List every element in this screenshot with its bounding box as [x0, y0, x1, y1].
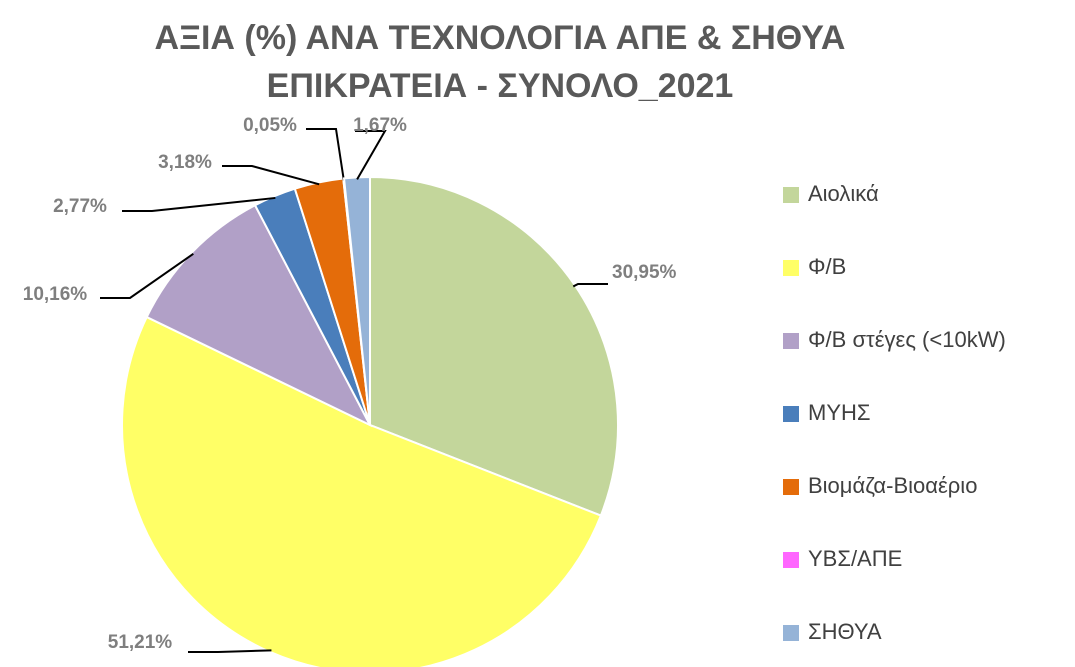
chart-title: ΑΞΙΑ (%) ΑΝΑ ΤΕΧΝΟΛΟΓΙΑ ΑΠΕ & ΣΗΘΥΑ — [155, 19, 846, 57]
legend-swatch — [783, 406, 799, 422]
legend-label: ΣΗΘΥΑ — [808, 619, 882, 644]
leader-line — [572, 283, 608, 288]
legend-swatch — [783, 333, 799, 349]
legend-label: ΥΒΣ/ΑΠΕ — [808, 546, 902, 571]
data-label: 1,67% — [353, 115, 407, 136]
pie-slice — [342, 175, 371, 426]
data-label: 10,16% — [23, 284, 88, 305]
leader-line — [100, 252, 194, 299]
pie-slice — [145, 203, 373, 428]
data-label: 3,18% — [158, 152, 212, 173]
leader-line — [306, 128, 345, 181]
leader-line — [122, 196, 276, 212]
data-label: 0,05% — [243, 115, 297, 136]
legend-label: ΜΥΗΣ — [808, 400, 871, 425]
legend-label: Αιολικά — [808, 181, 879, 206]
legend-swatch — [783, 552, 799, 568]
legend-label: Φ/Β στέγες (<10kW) — [808, 327, 1006, 352]
legend-swatch — [783, 625, 799, 641]
legend-swatch — [783, 187, 799, 203]
data-label: 51,21% — [108, 632, 173, 653]
pie-slice — [121, 315, 603, 667]
leader-line — [355, 130, 387, 180]
legend-label: Βιομάζα-Βιοαέριο — [808, 473, 977, 498]
legend-label: Φ/Β — [808, 254, 846, 279]
legend-swatch — [783, 260, 799, 276]
legend-swatch — [783, 479, 799, 495]
leader-line — [222, 165, 320, 186]
leader-line — [188, 649, 272, 653]
data-label: 30,95% — [612, 262, 677, 283]
data-label: 2,77% — [53, 196, 107, 217]
chart-title: ΕΠΙΚΡΑΤΕΙΑ - ΣΥΝΟΛΟ_2021 — [267, 67, 734, 105]
